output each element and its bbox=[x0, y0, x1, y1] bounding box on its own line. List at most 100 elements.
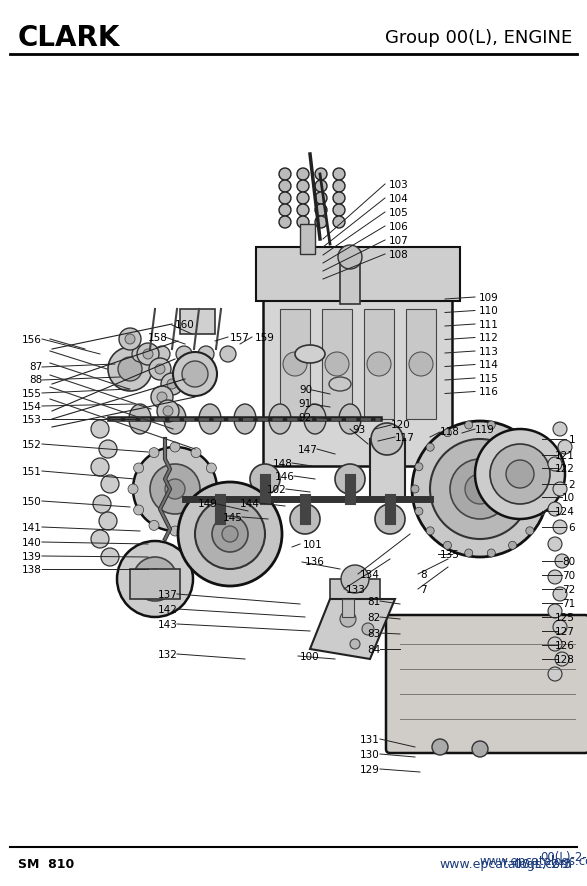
Circle shape bbox=[220, 346, 236, 362]
Circle shape bbox=[553, 483, 567, 496]
Text: 72: 72 bbox=[562, 585, 575, 595]
Text: 152: 152 bbox=[22, 439, 42, 449]
Text: 117: 117 bbox=[395, 432, 415, 442]
FancyBboxPatch shape bbox=[263, 288, 452, 466]
Text: 84: 84 bbox=[367, 644, 380, 654]
Circle shape bbox=[465, 475, 495, 504]
Text: www.epcatalogs.com: www.epcatalogs.com bbox=[439, 858, 572, 871]
Circle shape bbox=[117, 541, 193, 618]
Ellipse shape bbox=[295, 346, 325, 363]
Text: 155: 155 bbox=[22, 389, 42, 399]
Circle shape bbox=[553, 520, 567, 534]
Circle shape bbox=[170, 526, 180, 536]
Circle shape bbox=[290, 504, 320, 534]
Circle shape bbox=[350, 640, 360, 649]
Circle shape bbox=[176, 346, 192, 362]
Circle shape bbox=[548, 571, 562, 585]
Text: 157: 157 bbox=[230, 332, 250, 343]
Circle shape bbox=[548, 502, 562, 517]
Circle shape bbox=[548, 667, 562, 681]
Text: 144: 144 bbox=[240, 499, 260, 509]
Ellipse shape bbox=[164, 405, 186, 434]
Text: 105: 105 bbox=[389, 207, 409, 218]
Text: 132: 132 bbox=[158, 649, 178, 659]
Text: 81: 81 bbox=[367, 596, 380, 606]
Text: 127: 127 bbox=[555, 626, 575, 636]
Circle shape bbox=[163, 407, 173, 416]
Circle shape bbox=[315, 169, 327, 181]
Bar bbox=[340, 260, 360, 305]
Text: 87: 87 bbox=[29, 361, 42, 371]
Circle shape bbox=[125, 335, 135, 345]
Bar bbox=[364, 309, 394, 420]
Text: 137: 137 bbox=[158, 589, 178, 599]
Circle shape bbox=[167, 379, 177, 390]
Circle shape bbox=[149, 521, 159, 531]
Text: 115: 115 bbox=[479, 374, 499, 384]
Text: 104: 104 bbox=[389, 194, 409, 204]
Text: 1: 1 bbox=[568, 434, 575, 445]
Bar bbox=[280, 309, 310, 420]
Text: 118: 118 bbox=[440, 426, 460, 437]
Text: 80: 80 bbox=[562, 556, 575, 566]
Circle shape bbox=[537, 508, 545, 516]
Text: www.epcatalogs.com: www.epcatalogs.com bbox=[480, 854, 587, 867]
Circle shape bbox=[283, 353, 307, 377]
Text: 139: 139 bbox=[22, 551, 42, 562]
Circle shape bbox=[315, 193, 327, 205]
Circle shape bbox=[371, 424, 403, 455]
Circle shape bbox=[108, 347, 152, 392]
Text: 88: 88 bbox=[29, 375, 42, 385]
Circle shape bbox=[506, 461, 534, 488]
Text: 154: 154 bbox=[22, 401, 42, 411]
Bar bbox=[342, 599, 354, 618]
Circle shape bbox=[91, 421, 109, 439]
Text: 138: 138 bbox=[22, 564, 42, 574]
Circle shape bbox=[91, 531, 109, 548]
Text: 00(L)-2-3: 00(L)-2-3 bbox=[474, 858, 572, 871]
Text: 7: 7 bbox=[420, 585, 427, 595]
Circle shape bbox=[101, 548, 119, 566]
Circle shape bbox=[548, 538, 562, 551]
Ellipse shape bbox=[234, 405, 256, 434]
Circle shape bbox=[191, 448, 201, 458]
Text: 8: 8 bbox=[420, 570, 427, 579]
Text: 128: 128 bbox=[555, 654, 575, 664]
Text: 70: 70 bbox=[562, 571, 575, 580]
Circle shape bbox=[297, 217, 309, 229]
Text: 119: 119 bbox=[475, 424, 495, 434]
Text: 129: 129 bbox=[360, 764, 380, 774]
Circle shape bbox=[553, 620, 567, 634]
Text: Group 00(L), ENGINE: Group 00(L), ENGINE bbox=[384, 29, 572, 47]
Circle shape bbox=[338, 245, 362, 269]
Text: 83: 83 bbox=[367, 628, 380, 638]
Circle shape bbox=[487, 422, 495, 430]
Circle shape bbox=[325, 353, 349, 377]
Circle shape bbox=[297, 205, 309, 217]
Text: 121: 121 bbox=[555, 450, 575, 461]
Text: 133: 133 bbox=[346, 585, 366, 595]
Text: 135: 135 bbox=[440, 549, 460, 559]
Text: 6: 6 bbox=[568, 523, 575, 532]
Circle shape bbox=[133, 557, 177, 602]
Circle shape bbox=[99, 440, 117, 458]
Ellipse shape bbox=[269, 405, 291, 434]
Circle shape bbox=[161, 374, 183, 395]
Text: 150: 150 bbox=[22, 496, 42, 507]
Ellipse shape bbox=[339, 405, 361, 434]
Circle shape bbox=[134, 463, 144, 473]
Text: 160: 160 bbox=[175, 320, 195, 330]
Circle shape bbox=[191, 521, 201, 531]
Circle shape bbox=[101, 476, 119, 494]
Circle shape bbox=[444, 429, 451, 437]
Text: 114: 114 bbox=[479, 360, 499, 370]
Circle shape bbox=[526, 527, 534, 535]
Text: 159: 159 bbox=[255, 332, 275, 343]
Circle shape bbox=[132, 346, 148, 362]
Circle shape bbox=[149, 359, 171, 381]
Text: 108: 108 bbox=[389, 250, 409, 260]
Text: 142: 142 bbox=[158, 604, 178, 614]
Circle shape bbox=[315, 205, 327, 217]
Circle shape bbox=[553, 587, 567, 602]
Circle shape bbox=[555, 555, 569, 568]
